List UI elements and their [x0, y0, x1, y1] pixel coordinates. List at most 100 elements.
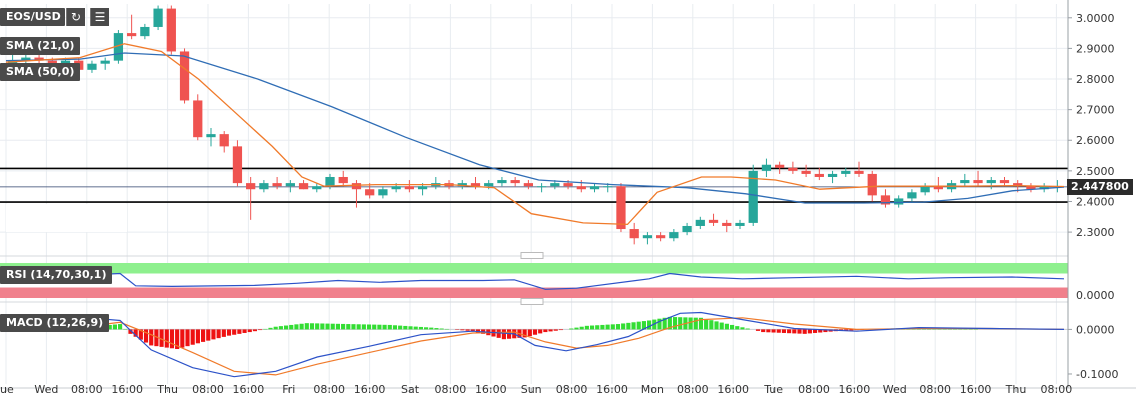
time-tick-label: 08:00: [919, 383, 951, 396]
macd-histogram-bar: [569, 328, 574, 330]
candle-body: [576, 186, 586, 190]
macd-histogram-bar: [403, 325, 408, 330]
candle-body: [179, 51, 190, 101]
macd-histogram-bar: [688, 317, 693, 330]
macd-histogram-bar: [501, 329, 506, 340]
candle-body: [1026, 186, 1036, 190]
time-tick-label: 08:00: [556, 383, 588, 396]
sma50-label[interactable]: SMA (50,0): [0, 63, 81, 81]
macd-histogram-bar: [605, 324, 610, 330]
macd-histogram-bar: [672, 317, 678, 330]
macd-tick-label: -0.1000: [1076, 368, 1118, 381]
macd-histogram-bar: [709, 320, 714, 330]
macd-histogram-bar: [631, 322, 636, 330]
macd-histogram-bar: [584, 325, 589, 330]
candle-body: [550, 183, 560, 187]
macd-histogram-bar: [325, 323, 330, 330]
macd-histogram-bar: [755, 329, 761, 331]
macd-histogram-bar: [719, 322, 724, 330]
macd-histogram-bar: [408, 326, 413, 330]
macd-histogram-bar: [258, 329, 263, 331]
pane-resize-handle: [520, 298, 544, 305]
macd-histogram-bar: [180, 329, 185, 348]
candle-body: [510, 180, 520, 184]
macd-histogram-bar: [118, 324, 123, 330]
macd-label[interactable]: MACD (12,26,9): [0, 314, 110, 332]
candle-body: [880, 195, 891, 205]
candle-body: [47, 60, 57, 64]
candle-body: [153, 8, 163, 27]
macd-histogram-bar: [216, 329, 221, 339]
rsi-label[interactable]: RSI (14,70,30,1): [0, 266, 113, 284]
macd-histogram-bar: [366, 324, 372, 330]
macd-histogram-bar: [439, 328, 444, 330]
candle-body: [298, 183, 309, 190]
chart-settings-icon[interactable]: ☰: [90, 8, 109, 26]
macd-histogram-bar: [206, 329, 211, 341]
macd-histogram-bar: [252, 329, 258, 332]
macd-histogram-bar: [159, 329, 164, 347]
candle-body: [34, 57, 44, 61]
sma21-label[interactable]: SMA (21,0): [0, 37, 81, 55]
macd-histogram-bar: [667, 316, 672, 330]
candle-body: [563, 183, 573, 187]
macd-histogram-bar: [413, 326, 418, 330]
candle-body: [285, 183, 295, 187]
macd-histogram-bar: [558, 329, 564, 331]
candle-body: [920, 186, 930, 193]
candle-body: [589, 186, 600, 190]
macd-histogram-bar: [704, 318, 709, 330]
time-tick-label: 16:00: [354, 383, 386, 396]
candle-body: [246, 183, 256, 190]
macd-histogram-bar: [662, 317, 667, 330]
candle-body: [841, 170, 851, 174]
candle-body: [682, 225, 692, 233]
macd-histogram-bar: [496, 329, 501, 338]
macd-histogram-bar: [154, 329, 159, 347]
macd-histogram-bar: [377, 324, 382, 330]
macd-histogram-bar: [678, 317, 683, 330]
price-tick-label: 2.3000: [1076, 226, 1115, 239]
symbol-label[interactable]: EOS/USD: [0, 8, 65, 26]
refresh-icon[interactable]: ↻: [66, 8, 85, 26]
macd-histogram-bar: [543, 329, 548, 333]
macd-histogram-bar: [299, 323, 304, 330]
candle-body: [325, 176, 335, 187]
macd-histogram-bar: [626, 322, 631, 330]
macd-histogram-bar: [149, 329, 154, 346]
time-tick-label: 08:00: [1041, 383, 1073, 396]
macd-histogram-bar: [392, 325, 398, 330]
candle-body: [629, 229, 639, 239]
macd-histogram-bar: [589, 325, 595, 330]
macd-histogram-bar: [600, 324, 605, 330]
candle-body: [827, 173, 838, 177]
macd-histogram-bar: [185, 329, 190, 347]
sma21-line: [5, 43, 1065, 226]
macd-histogram-bar: [237, 329, 242, 334]
macd-histogram-bar: [247, 329, 252, 333]
time-tick-label: 16:00: [960, 383, 992, 396]
candle-body: [193, 100, 203, 138]
macd-histogram-bar: [812, 329, 818, 333]
candle-body: [127, 33, 137, 37]
time-tick-label: 08:00: [435, 383, 467, 396]
macd-histogram-bar: [221, 329, 226, 337]
candle-body: [999, 180, 1010, 184]
macd-histogram-bar: [647, 320, 652, 330]
candle-body: [312, 186, 322, 190]
macd-histogram-bar: [579, 326, 584, 330]
sma-overlays: [5, 43, 1065, 226]
macd-histogram-bar: [242, 329, 247, 333]
candle-body: [960, 180, 970, 184]
candle-body: [60, 60, 71, 64]
macd-histogram-bar: [283, 325, 289, 330]
macd-histogram-bar: [309, 323, 315, 330]
candle-body: [536, 186, 547, 188]
candle-body: [404, 186, 414, 190]
macd-histogram-bar: [636, 321, 641, 330]
time-tick-label: Sun: [521, 383, 542, 396]
time-tick-label: Mon: [641, 383, 664, 396]
candle-body: [933, 186, 943, 190]
